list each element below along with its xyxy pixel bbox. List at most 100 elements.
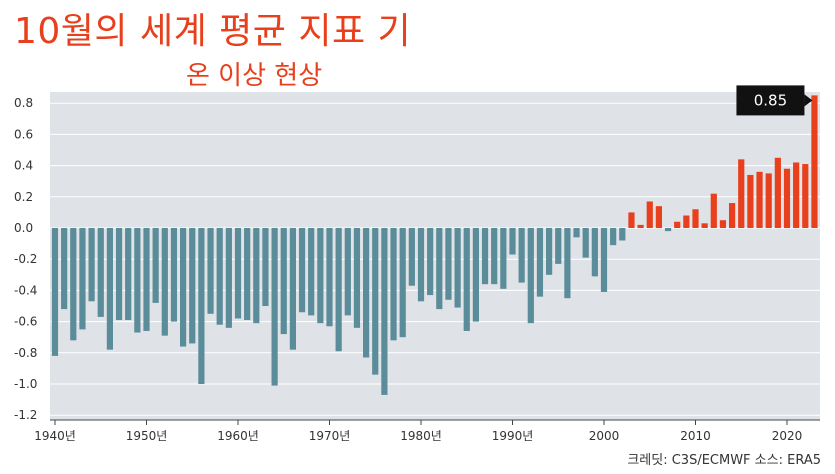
bar-1970: [326, 228, 333, 327]
bar-2007: [664, 228, 672, 232]
bar-2023: [811, 95, 818, 229]
bar-2013: [719, 220, 727, 228]
bar-1955: [189, 228, 196, 344]
bar-1988: [491, 228, 498, 285]
bar-1998: [582, 228, 589, 258]
bar-2010: [692, 209, 699, 228]
bar-1940: [51, 228, 59, 356]
bar-1971: [335, 228, 342, 352]
bar-2020: [783, 168, 791, 228]
x-tick-label: 2000: [589, 429, 620, 443]
bar-1946: [106, 228, 113, 350]
callout-pointer: [804, 94, 813, 107]
bar-1979: [408, 228, 415, 286]
bar-2000: [600, 228, 608, 292]
bar-1975: [372, 228, 379, 375]
x-tick-label: 2010: [680, 429, 711, 443]
bar-1990: [509, 228, 516, 255]
bar-1967: [298, 228, 306, 313]
bar-2022: [802, 164, 809, 228]
bar-1994: [546, 228, 553, 275]
bar-1996: [564, 228, 571, 299]
bar-2018: [765, 173, 772, 228]
x-tick-label: 1940년: [34, 429, 76, 443]
bar-1982: [436, 228, 443, 310]
bar-1960: [234, 228, 242, 319]
page-subtitle: 온 이상 현상: [186, 61, 323, 91]
x-tick-label: 1990년: [492, 429, 534, 443]
bar-1973: [353, 228, 361, 328]
x-axis: 1940년 1950년 1960년 1970년 1980년 1990년 2000 2010 20…: [34, 419, 820, 443]
bar-2002: [619, 228, 626, 241]
bar-1993: [536, 228, 544, 297]
bar-2001: [610, 228, 617, 246]
bar-1991: [518, 228, 525, 283]
bar-1992: [527, 228, 534, 324]
y-tick-label: -1.0: [14, 377, 37, 391]
bar-1961: [244, 228, 251, 321]
y-tick-label: -0.2: [14, 252, 37, 266]
y-tick-label: -0.4: [14, 283, 37, 297]
bar-2014: [729, 203, 736, 228]
y-tick-label: -0.8: [14, 346, 37, 360]
bar-1985: [463, 228, 470, 331]
bar-1941: [61, 228, 68, 310]
bar-1966: [289, 228, 296, 350]
bar-2005: [646, 201, 653, 228]
bar-1965: [280, 228, 287, 335]
x-tick-label: 1960년: [217, 429, 259, 443]
bar-1950: [143, 228, 150, 331]
callout: 0.85: [736, 85, 813, 116]
bar-1959: [225, 228, 232, 328]
bar-1942: [70, 228, 77, 341]
page-title: 10월의 세계 평균 지표 기: [14, 11, 412, 52]
credit-text: 크레딧: C3S/ECMWF 소스: ERA5: [627, 453, 821, 468]
y-tick-label: 0.8: [14, 96, 33, 110]
bar-1986: [472, 228, 479, 322]
bar-1980: [417, 228, 425, 302]
bar-1976: [381, 228, 388, 395]
bar-2017: [756, 171, 763, 228]
y-tick-label: 0.4: [14, 159, 33, 173]
bar-2009: [683, 215, 690, 228]
bar-1951: [152, 228, 159, 303]
x-tick-label: 1970년: [309, 429, 351, 443]
bar-1958: [216, 228, 223, 325]
bar-1943: [79, 228, 86, 330]
bar-1969: [317, 228, 324, 324]
bar-1947: [115, 228, 123, 321]
y-tick-label: 0.6: [14, 127, 33, 141]
plot-area: [50, 92, 820, 420]
bar-1948: [125, 228, 132, 321]
bar-1983: [445, 228, 452, 300]
y-tick-label: 0.2: [14, 190, 33, 204]
callout-box: [736, 85, 805, 116]
y-axis: 0.8 0.6 0.4 0.2 0.0 -0.2 -0.4 -0.6 -0.8 -1.0 -1.2: [14, 96, 37, 422]
bar-1944: [88, 228, 95, 302]
x-tick-label: 1950년: [126, 429, 168, 443]
bar-1953: [170, 228, 178, 322]
bar-1956: [198, 228, 205, 384]
bar-1962: [253, 228, 260, 324]
bar-2003: [628, 212, 635, 228]
bar-1972: [344, 228, 351, 316]
bar-1952: [161, 228, 168, 336]
y-tick-label: -0.6: [14, 315, 37, 329]
bars: [51, 95, 818, 395]
grid-lines: [50, 102, 820, 416]
bar-2016: [747, 174, 754, 228]
bar-1963: [262, 228, 269, 306]
bar-1968: [308, 228, 315, 316]
bar-1987: [481, 228, 489, 285]
bar-1964: [271, 228, 278, 386]
x-tick-label: 2020: [772, 429, 803, 443]
bar-1999: [591, 228, 598, 277]
bar-1978: [399, 228, 406, 338]
y-tick-label: 0.0: [14, 221, 33, 235]
bar-1957: [207, 228, 214, 314]
bar-2004: [637, 224, 644, 228]
bar-1974: [363, 228, 370, 358]
bar-2019: [774, 157, 781, 228]
bar-1945: [97, 228, 104, 317]
